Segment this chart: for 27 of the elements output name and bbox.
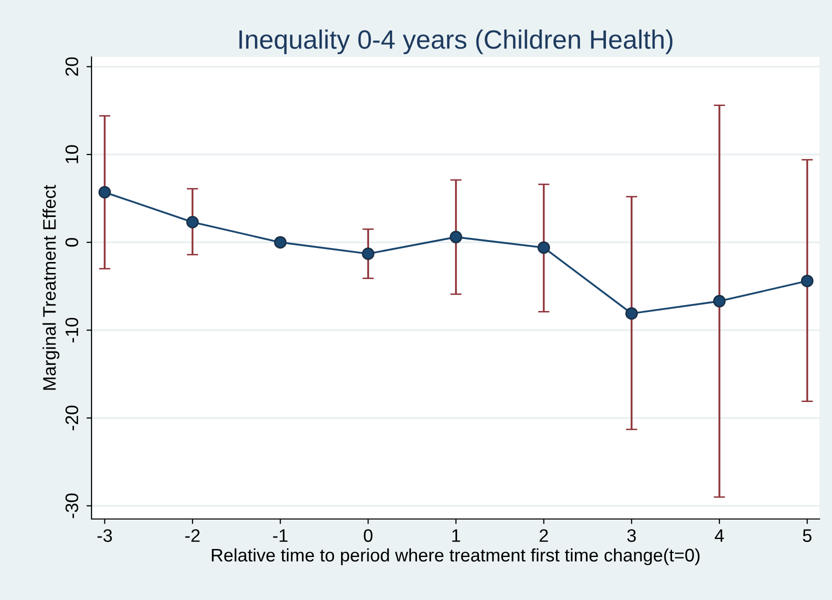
- y-tick-label: -10: [65, 318, 78, 342]
- point: [800, 274, 814, 288]
- point: [538, 241, 550, 254]
- chart-title: Inequality 0-4 years (Children Health): [239, 30, 672, 54]
- point: [98, 186, 111, 199]
- point: [362, 247, 374, 260]
- x-tick-label: -1: [273, 529, 288, 542]
- point: [625, 307, 638, 320]
- point: [274, 236, 287, 249]
- y-tick-label: 10: [65, 145, 78, 164]
- x-tick-label: 0: [364, 529, 372, 542]
- point: [713, 294, 726, 308]
- y-tick-label: 0: [65, 238, 78, 247]
- y-tick-label: -20: [65, 406, 78, 430]
- x-tick-label: 2: [540, 529, 548, 542]
- point: [186, 216, 199, 228]
- x-tick-label: 1: [452, 529, 460, 542]
- y-tick-label: 20: [65, 57, 78, 76]
- x-tick-label: -3: [97, 529, 112, 542]
- point: [450, 230, 462, 244]
- x-axis-title: Relative time to period where treatment first time change(t=0): [212, 548, 700, 566]
- x-tick-label: 4: [714, 529, 724, 542]
- x-tick-label: 5: [802, 529, 812, 542]
- y-axis-title: Marginal Treatment Effect: [42, 184, 60, 390]
- x-tick-label: 3: [627, 529, 636, 542]
- x-tick-label: -2: [185, 529, 200, 542]
- y-tick-label: -30: [65, 493, 78, 518]
